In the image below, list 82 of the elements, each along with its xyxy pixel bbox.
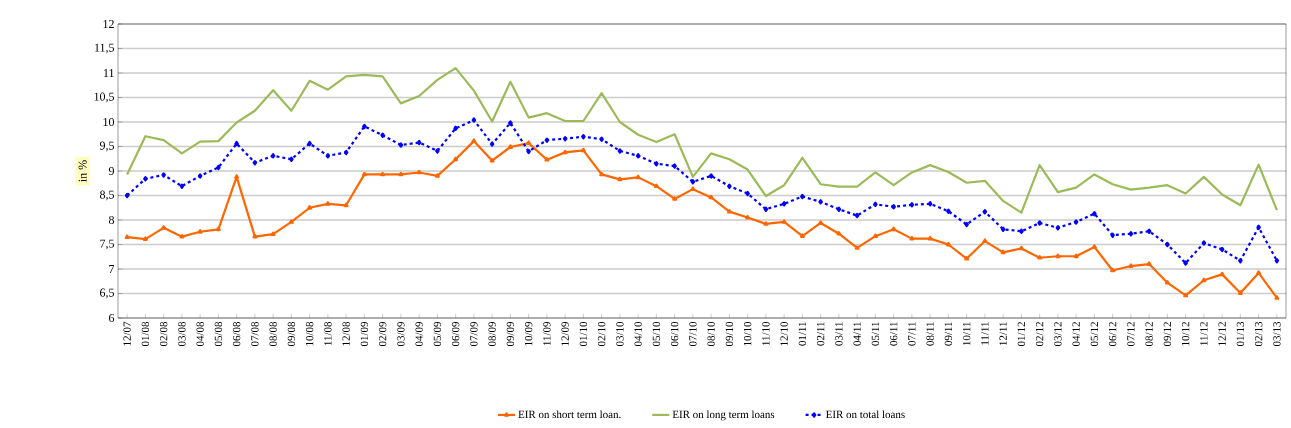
x-tick-label: 10/09 [524,321,533,346]
x-tick-label: 03/10 [616,321,624,347]
x-tick-label: 06/09 [451,321,460,347]
y-tick-label: 9,5 [99,141,115,152]
y-tick-label: 10,5 [94,92,115,103]
x-tick-label: 12/12 [1218,322,1226,346]
y-tick-label: 7 [109,265,115,273]
x-tick-label: 08/12 [1145,322,1153,347]
y-tick-label: 9 [108,166,114,176]
x-tick-label: 07/11 [908,322,916,346]
x-tick-label: 12/10 [780,321,788,346]
x-tick-label: 03/13 [1273,321,1281,347]
x-tick-label: 12/09 [561,321,569,346]
line-series [126,67,1278,214]
x-tick-label: 01/12 [1017,322,1026,347]
x-tick-label: 05/11 [871,322,880,346]
x-tick-label: 01/09 [360,321,369,347]
x-tick-label: 01/08 [141,321,150,347]
x-tick-label: 08/10 [707,321,715,347]
y-tick-label: 12 [103,20,114,28]
y-tick-label: 6,5 [100,288,115,299]
x-tick-label: 03/09 [397,321,405,347]
x-tick-label: 03/12 [1054,322,1062,347]
x-tick-label: 10/08 [305,321,314,346]
x-tick-label: 06/10 [670,321,679,347]
x-tick-label: 01/11 [798,322,807,346]
y-tick-label: 11 [104,69,114,77]
y-tick-label: 8,5 [99,190,115,201]
y-tick-label: 6 [109,313,115,323]
x-tick-label: 02/08 [159,321,168,347]
x-tick-label: 05/08 [214,321,223,347]
x-tick-label: 02/09 [378,321,387,347]
x-tick-label: 07/12 [1127,322,1135,347]
x-tick-label: 04/09 [415,321,423,347]
x-tick-label: 03/08 [178,321,186,347]
x-tick-label: 09/09 [506,321,515,347]
x-tick-label: 04/08 [196,321,204,347]
x-tick-label: 09/11 [944,322,953,346]
x-tick-label: 02/11 [816,322,825,346]
x-tick-label: 08/08 [269,321,277,347]
x-tick-label: 08/09 [488,321,496,347]
x-tick-label: 09/12 [1163,322,1172,347]
legend-label: EIR on total loans [825,410,905,419]
x-tick-label: 05/10 [652,321,661,347]
legend-label: EIR on long term loans [672,410,775,421]
x-tick-label: 02/13 [1254,321,1263,347]
x-tick-label: 12/07 [123,321,131,346]
x-tick-label: 07/09 [470,321,478,347]
x-tick-label: 11/08 [324,321,332,346]
x-tick-label: 10/12 [1181,322,1190,346]
x-tick-label: 06/12 [1108,322,1117,347]
x-tick-label: 03/11 [835,322,843,346]
x-tick-label: 04/11 [853,322,861,346]
y-tick-label: 10 [103,117,115,127]
y-axis-title: in % [78,160,87,182]
x-tick-label: 05/09 [433,321,442,347]
x-tick-label: 01/10 [579,321,588,347]
x-tick-label: 08/11 [926,322,934,346]
x-tick-label: 04/10 [634,321,642,347]
x-tick-label: 07/10 [689,321,697,347]
x-tick-label: 09/08 [287,321,296,347]
x-tick-label: 01/13 [1236,321,1245,347]
y-tick-label: 11,5 [95,43,115,54]
x-tick-label: 06/08 [232,321,241,347]
x-tick-label: 09/10 [725,321,734,347]
x-tick-label: 11/09 [543,321,551,346]
x-tick-label: 11/11 [981,322,989,345]
legend-label: EIR on short term loan. [518,410,621,419]
x-tick-label: 10/11 [962,322,971,346]
x-tick-label: 05/12 [1090,322,1099,347]
x-tick-label: 02/10 [597,321,606,347]
y-tick-label: 7,5 [100,239,115,250]
x-tick-label: 11/10 [762,321,770,346]
x-tick-label: 12/11 [999,322,1007,346]
x-tick-label: 04/12 [1072,322,1080,347]
x-tick-label: 07/08 [251,321,259,347]
x-tick-label: 02/12 [1035,322,1044,347]
x-tick-label: 10/10 [743,321,752,346]
x-tick-label: 11/12 [1200,322,1208,346]
y-tick-label: 8 [108,215,115,225]
x-tick-label: 12/08 [342,321,350,346]
x-tick-label: 06/11 [889,322,898,346]
